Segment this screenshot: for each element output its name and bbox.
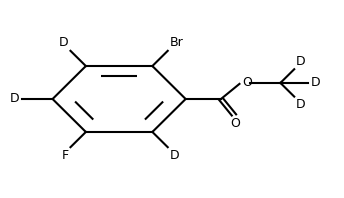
Text: O: O <box>242 76 252 89</box>
Text: D: D <box>296 55 305 68</box>
Text: D: D <box>310 76 320 89</box>
Text: F: F <box>62 149 69 162</box>
Text: D: D <box>10 92 19 106</box>
Text: O: O <box>231 117 240 130</box>
Text: Br: Br <box>170 36 183 49</box>
Text: D: D <box>170 149 179 162</box>
Text: D: D <box>59 36 69 49</box>
Text: D: D <box>296 98 305 110</box>
